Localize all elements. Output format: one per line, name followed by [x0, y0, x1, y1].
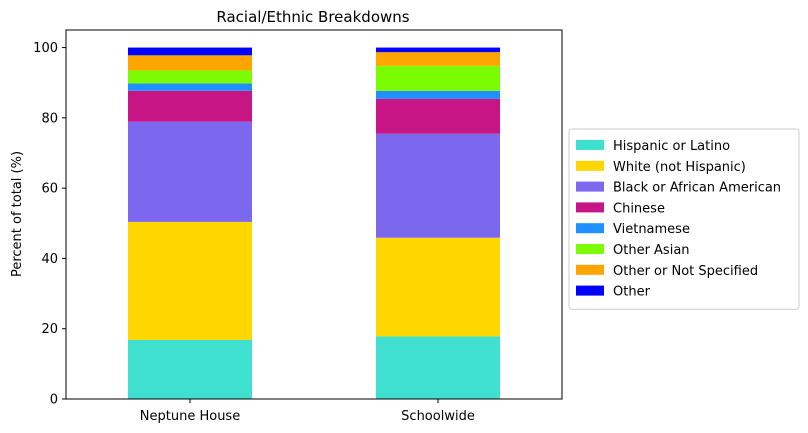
chart-title: Racial/Ethnic Breakdowns: [216, 8, 409, 26]
bar-segment-1-4: [128, 90, 252, 122]
legend-entry: Other Asian: [613, 243, 690, 258]
bar-segment-2-3: [376, 133, 500, 238]
bar-segment-2-7: [376, 52, 500, 66]
legend-entry: Black or African American: [613, 181, 781, 196]
bar-segment-2-2: [376, 237, 500, 337]
legend-swatch: [576, 140, 604, 150]
x-tick-label: Schoolwide: [401, 409, 475, 424]
bar-segment-2-8: [376, 47, 500, 53]
legend-entry: Hispanic or Latino: [613, 139, 730, 154]
y-tick-label: 80: [41, 111, 58, 126]
legend-swatch: [576, 202, 604, 213]
bar-segment-2-1: [376, 336, 500, 399]
legend-swatch: [576, 244, 604, 254]
y-tick-label: 0: [50, 393, 58, 408]
bar-segment-1-2: [128, 221, 252, 340]
bar-segment-1-1: [128, 339, 252, 399]
legend-swatch: [576, 264, 604, 275]
y-tick-label: 60: [41, 182, 58, 197]
bar-segment-2-4: [376, 98, 500, 134]
legend-entry: Vietnamese: [613, 222, 690, 237]
legend-swatch: [576, 160, 604, 171]
legend-box: [568, 128, 800, 310]
bar-segment-1-8: [128, 47, 252, 56]
legend-swatch: [576, 285, 604, 296]
bar-segment-1-5: [128, 83, 252, 91]
legend-entry: Other: [613, 285, 651, 300]
legend: Hispanic or Latino White (not Hispanic) Bl…: [568, 128, 800, 310]
legend-swatch: [576, 181, 604, 192]
plot-area: Neptune House Schoolwide 0 20 40 60 80 100: [33, 29, 563, 424]
y-axis-label: Percent of total (%): [10, 151, 25, 277]
legend-entry: White (not Hispanic): [613, 160, 746, 175]
legend-swatch: [576, 223, 604, 234]
bar-segment-2-6: [376, 65, 500, 91]
y-tick-label: 100: [33, 41, 58, 56]
bar-segment-1-6: [128, 70, 252, 84]
bar-segment-1-3: [128, 121, 252, 222]
bar-segment-2-5: [376, 90, 500, 99]
y-tick-label: 20: [41, 322, 58, 337]
bar-segment-1-7: [128, 55, 252, 71]
plot-frame: [65, 29, 563, 400]
y-tick-label: 40: [41, 252, 58, 267]
x-tick-label: Neptune House: [140, 409, 240, 424]
legend-entry: Chinese: [613, 201, 665, 216]
legend-entry: Other or Not Specified: [613, 264, 758, 279]
